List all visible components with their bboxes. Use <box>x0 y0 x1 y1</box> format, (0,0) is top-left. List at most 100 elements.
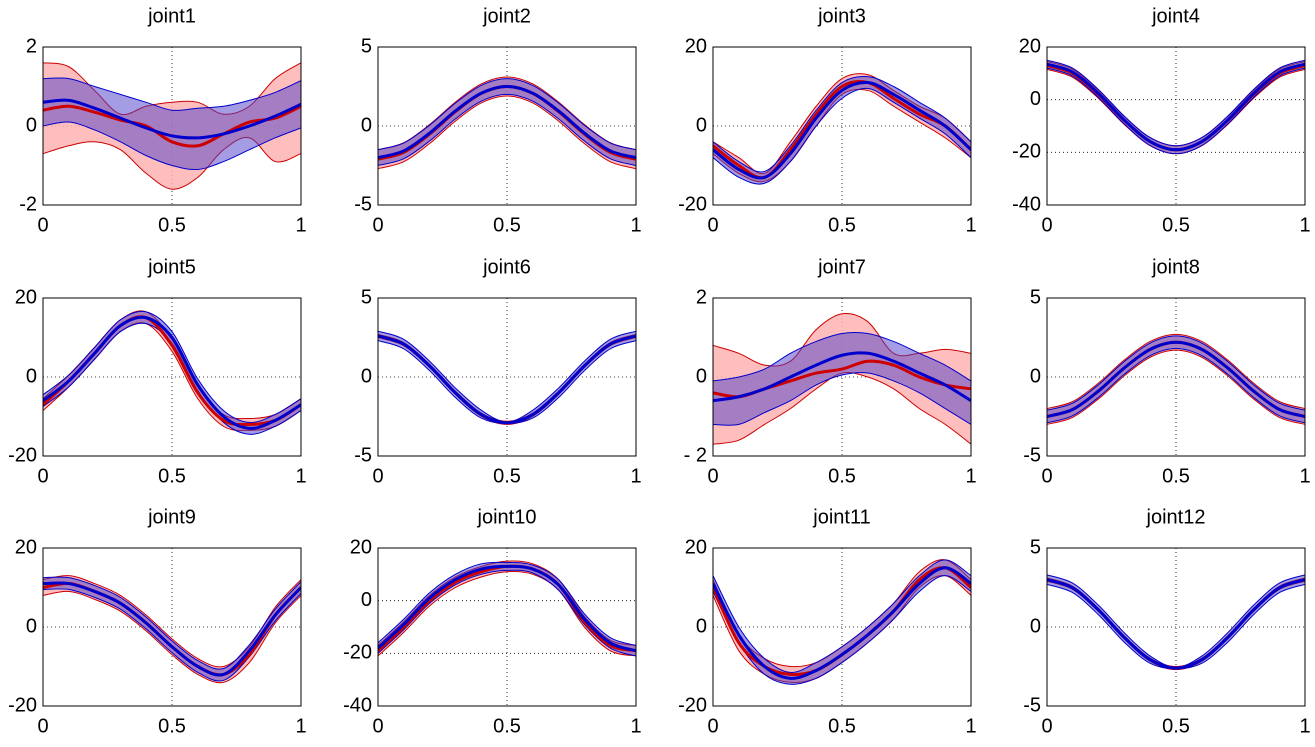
axes-frame <box>377 297 637 457</box>
axes-frame <box>377 547 637 707</box>
x-tick-label: 0.5 <box>1162 465 1190 487</box>
plot-layer <box>1047 333 1305 425</box>
band <box>378 76 636 170</box>
y-tick-label: 0 <box>1030 88 1041 110</box>
axes-frame <box>1046 547 1306 707</box>
x-tick-label: 0.5 <box>1162 715 1190 737</box>
y-tick-label: 0 <box>26 615 37 637</box>
y-tick-label: -40 <box>343 694 372 716</box>
y-tick-label: -5 <box>354 444 372 466</box>
x-tick-label: 0.5 <box>493 214 521 236</box>
band <box>43 310 301 435</box>
x-tick-label: 0.5 <box>828 715 856 737</box>
y-tick-label: 5 <box>1030 536 1041 558</box>
x-tick-label: 0.5 <box>493 715 521 737</box>
x-tick-label: 0 <box>707 715 718 737</box>
y-tick-label: 5 <box>361 35 372 57</box>
y-tick-label: 20 <box>1019 35 1041 57</box>
band <box>378 330 636 425</box>
y-tick-label: 2 <box>696 286 707 308</box>
axes-frame <box>712 297 972 457</box>
y-tick-label: 0 <box>696 114 707 136</box>
x-tick-label: 1 <box>295 715 306 737</box>
x-tick-label: 0.5 <box>493 465 521 487</box>
y-tick-label: 20 <box>685 35 707 57</box>
mean-line <box>378 334 636 425</box>
subplot-title: joint7 <box>817 256 866 278</box>
y-tick-label: -5 <box>354 193 372 215</box>
subplot-title: joint3 <box>817 5 866 27</box>
mean-line <box>378 564 636 653</box>
y-tick-label: -2 <box>19 193 37 215</box>
y-tick-label: 5 <box>1030 286 1041 308</box>
subplot-title: joint5 <box>147 256 196 278</box>
y-tick-label: -20 <box>678 694 707 716</box>
subplot-title: joint2 <box>482 5 531 27</box>
subplot-title: joint4 <box>1151 5 1200 27</box>
x-tick-label: 0 <box>707 214 718 236</box>
band <box>1047 59 1305 155</box>
plot-layer <box>43 575 301 684</box>
axes-frame <box>712 547 972 707</box>
plot-layer <box>378 560 636 657</box>
band <box>713 332 971 426</box>
plot-layer <box>713 312 971 445</box>
plot-layer <box>378 330 636 425</box>
y-tick-label: 0 <box>696 365 707 387</box>
subplot-title: joint10 <box>477 506 537 528</box>
x-tick-label: 0 <box>372 465 383 487</box>
y-tick-label: 20 <box>350 536 372 558</box>
mean-line <box>1047 62 1305 152</box>
band <box>378 561 636 657</box>
x-tick-label: 1 <box>630 715 641 737</box>
plot-layer <box>378 76 636 170</box>
x-tick-label: 0.5 <box>158 715 186 737</box>
mean-line <box>713 351 971 403</box>
band <box>1047 335 1305 424</box>
mean-line <box>43 315 301 430</box>
y-tick-label: 0 <box>26 114 37 136</box>
y-tick-label: 0 <box>1030 365 1041 387</box>
x-tick-label: 0.5 <box>158 214 186 236</box>
mean-line <box>1047 578 1305 670</box>
y-tick-label: -5 <box>1023 444 1041 466</box>
y-tick-label: -20 <box>1012 141 1041 163</box>
x-tick-label: 1 <box>1299 465 1310 487</box>
y-tick-label: -20 <box>343 642 372 664</box>
y-tick-label: 0 <box>361 114 372 136</box>
x-tick-label: 1 <box>295 465 306 487</box>
y-tick-label: 0 <box>361 365 372 387</box>
subplot: joint4 -40 -20 0 20 0 0.5 1 <box>1012 5 1310 236</box>
axes-frame <box>712 46 972 206</box>
band <box>1047 574 1305 670</box>
x-tick-label: 0 <box>1041 214 1052 236</box>
y-tick-label: -20 <box>678 193 707 215</box>
x-tick-label: 0 <box>37 465 48 487</box>
plot-area <box>1047 47 1305 205</box>
mean-line <box>378 84 636 160</box>
x-tick-label: 0 <box>37 715 48 737</box>
band <box>378 78 636 167</box>
subplot-title: joint11 <box>812 506 870 528</box>
x-tick-label: 1 <box>630 214 641 236</box>
axes-frame <box>1046 46 1306 206</box>
axes-frame <box>42 46 302 206</box>
x-tick-label: 1 <box>965 465 976 487</box>
subplot-title: joint8 <box>1151 256 1200 278</box>
subplot-title: joint12 <box>1146 506 1206 528</box>
x-tick-label: 1 <box>1299 715 1310 737</box>
y-tick-label: -5 <box>1023 694 1041 716</box>
x-tick-label: 1 <box>295 214 306 236</box>
subplot: joint10 -40 -20 0 20 0 0.5 1 <box>343 506 641 737</box>
x-tick-label: 1 <box>630 465 641 487</box>
x-tick-label: 0 <box>707 465 718 487</box>
plot-layer <box>43 62 301 190</box>
x-tick-label: 0.5 <box>158 465 186 487</box>
